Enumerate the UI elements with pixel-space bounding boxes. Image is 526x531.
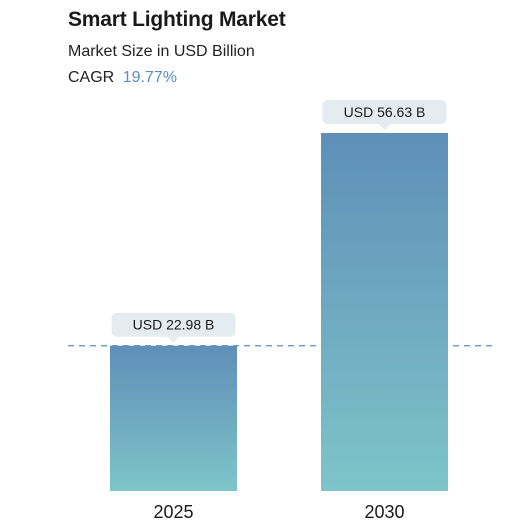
bar-2025 — [110, 345, 237, 491]
cagr-label: CAGR — [68, 69, 115, 86]
chart-subtitle: Market Size in USD Billion — [68, 43, 255, 60]
data-label-bubble-2025 — [111, 312, 236, 337]
data-label-2030: USD 56.63 B — [344, 104, 426, 120]
chart-header: Smart Lighting Market Market Size in USD… — [68, 6, 286, 89]
data-label-bubble-2030 — [322, 100, 447, 124]
cagr-line: CAGR 19.77% — [68, 67, 286, 89]
x-tick-2030: 2030 — [364, 502, 404, 522]
x-tick-2025: 2025 — [153, 502, 193, 522]
data-label-2025: USD 22.98 B — [133, 317, 215, 333]
plot-area: USD 22.98 B 2025 USD 56.63 B 2030 — [68, 100, 496, 522]
bar-2030 — [321, 133, 448, 491]
data-label-pointer-2025 — [167, 336, 180, 343]
data-label-pointer-2030 — [378, 124, 391, 130]
cagr-value: 19.77% — [122, 69, 177, 86]
chart-title: Smart Lighting Market — [68, 8, 286, 31]
